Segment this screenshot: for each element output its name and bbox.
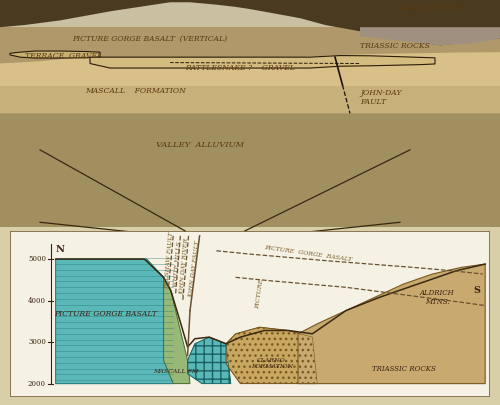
- Text: 3000: 3000: [28, 338, 46, 346]
- Text: MASCALL FM: MASCALL FM: [153, 369, 198, 375]
- Text: PICTURE GORGE BASALT: PICTURE GORGE BASALT: [54, 310, 158, 318]
- Text: JOHN DAY RIVER: JOHN DAY RIVER: [180, 239, 190, 296]
- Text: PICTURE  GORGE  BASALT: PICTURE GORGE BASALT: [264, 245, 352, 263]
- Text: N: N: [56, 245, 64, 254]
- Text: ALDRICH MTNS.: ALDRICH MTNS.: [400, 4, 467, 12]
- Polygon shape: [226, 327, 317, 384]
- Polygon shape: [164, 277, 190, 384]
- Text: PICTURE: PICTURE: [255, 279, 264, 309]
- Text: JOHN-DAY
FAULT: JOHN-DAY FAULT: [360, 89, 402, 106]
- Text: JOHN DAY FAULT: JOHN DAY FAULT: [189, 242, 201, 299]
- Text: 4000: 4000: [28, 296, 46, 305]
- Text: TRIASSIC ROCKS: TRIASSIC ROCKS: [372, 364, 436, 373]
- Text: 5000: 5000: [28, 255, 46, 263]
- Text: S: S: [473, 286, 480, 295]
- Text: RATTLESNAKE ?    GRAVEL: RATTLESNAKE ? GRAVEL: [185, 64, 295, 72]
- Text: 2000: 2000: [28, 379, 46, 388]
- Polygon shape: [10, 51, 100, 58]
- Text: TERRACE  GRAVEL: TERRACE GRAVEL: [25, 51, 102, 60]
- Text: ALDRICH
MTNS.: ALDRICH MTNS.: [420, 289, 454, 306]
- Text: WHITE HILLS: WHITE HILLS: [172, 241, 182, 287]
- Polygon shape: [0, 0, 500, 45]
- Text: TRIASSIC ROCKS: TRIASSIC ROCKS: [360, 43, 430, 51]
- Polygon shape: [0, 74, 500, 113]
- Text: CLARNO
FORMATION: CLARNO FORMATION: [250, 358, 292, 369]
- Polygon shape: [0, 113, 500, 227]
- Text: VALLEY  ALLUVIUM: VALLEY ALLUVIUM: [156, 141, 244, 149]
- Polygon shape: [298, 264, 485, 384]
- FancyBboxPatch shape: [10, 231, 490, 397]
- Text: BELSHAW FAULT: BELSHAW FAULT: [164, 232, 174, 290]
- Polygon shape: [0, 52, 500, 86]
- Polygon shape: [90, 55, 435, 68]
- Text: PICTURE GORGE BASALT  (VERTICAL): PICTURE GORGE BASALT (VERTICAL): [72, 34, 228, 43]
- Polygon shape: [360, 27, 500, 45]
- Polygon shape: [0, 0, 500, 43]
- Polygon shape: [0, 27, 500, 227]
- Polygon shape: [56, 259, 173, 384]
- Text: MASCALL    FORMATION: MASCALL FORMATION: [84, 87, 186, 95]
- Polygon shape: [188, 337, 231, 384]
